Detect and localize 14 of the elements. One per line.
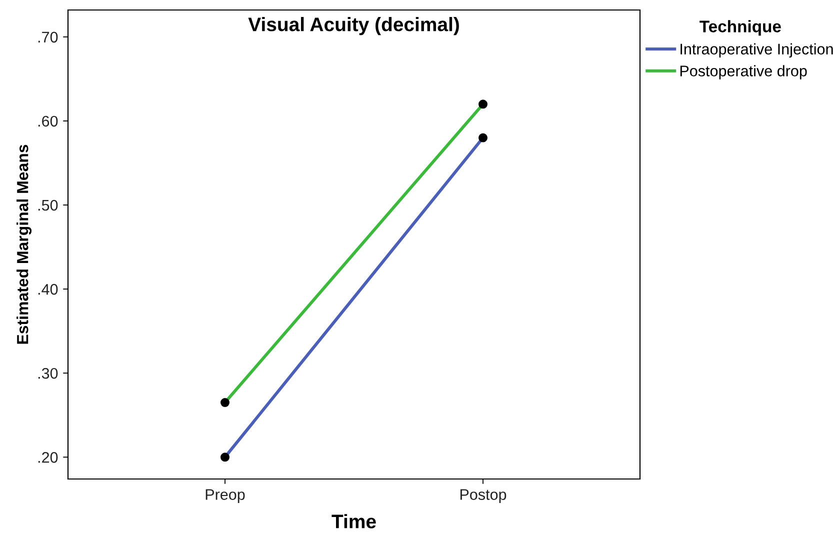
legend-label: Intraoperative Injection [680, 43, 833, 58]
y-tick-label: .30 [38, 368, 58, 379]
y-tick-label: .70 [38, 32, 58, 43]
legend-title: Technique [700, 20, 781, 36]
x-tick-label: Preop [206, 489, 245, 503]
legend-label: Postoperative drop [680, 65, 807, 80]
y-axis-title: Estimated Marginal Means [16, 144, 32, 344]
y-tick-label: .20 [38, 452, 58, 463]
y-tick-label: .60 [38, 116, 58, 127]
y-tick-label: .40 [38, 284, 58, 295]
x-axis-title: Time [332, 514, 376, 528]
chart-title: Visual Acuity (decimal) [248, 17, 459, 36]
y-tick-label: .50 [38, 200, 58, 211]
x-tick-label: Postop [460, 489, 506, 503]
